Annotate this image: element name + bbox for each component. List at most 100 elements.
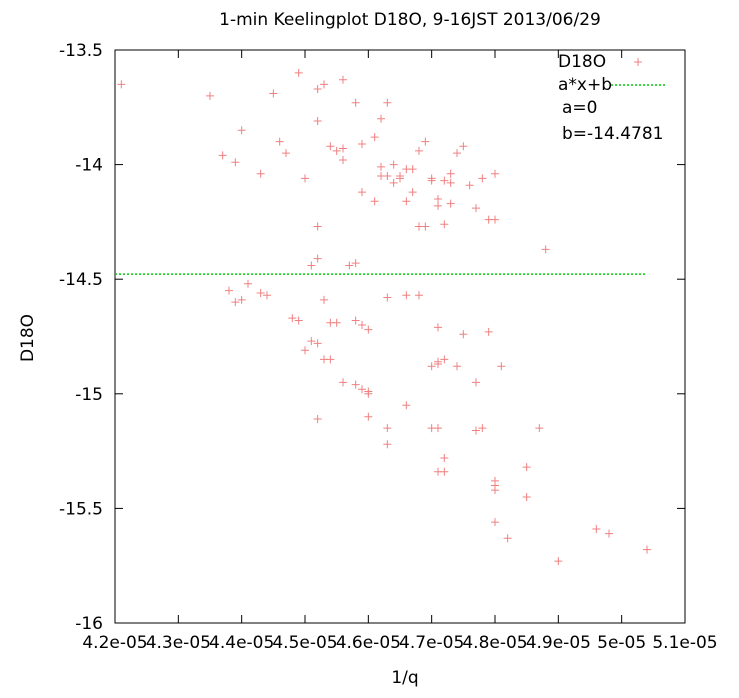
x-tick-label: 4.9e-05 <box>526 633 591 653</box>
legend-label-fit: a*x+b <box>558 75 612 95</box>
data-point <box>313 222 322 231</box>
data-point <box>301 346 309 355</box>
data-point <box>326 355 335 364</box>
data-point <box>415 222 423 231</box>
data-point <box>294 316 303 325</box>
data-point <box>643 545 651 554</box>
data-point <box>294 68 303 77</box>
data-point <box>339 378 347 387</box>
x-tick-label: 4.8e-05 <box>462 633 527 653</box>
data-point <box>389 178 398 187</box>
data-point <box>383 440 392 449</box>
data-point <box>541 245 550 254</box>
data-point <box>402 197 411 206</box>
x-tick-label: 4.3e-05 <box>146 633 211 653</box>
data-point <box>554 557 563 566</box>
data-point <box>237 295 246 304</box>
data-point <box>434 424 442 433</box>
data-point <box>484 327 493 336</box>
data-point <box>244 279 252 288</box>
y-axis-label: D18O <box>18 314 38 362</box>
data-point <box>326 142 335 151</box>
data-point <box>434 467 442 476</box>
data-point <box>446 178 455 187</box>
y-tick-label: -14 <box>75 156 103 176</box>
legend-symbol-d18o <box>634 58 642 66</box>
data-point <box>307 337 316 346</box>
data-point <box>434 201 442 210</box>
data-point <box>332 146 341 155</box>
data-point <box>472 204 480 213</box>
data-point <box>351 380 360 389</box>
data-point <box>484 215 493 224</box>
data-point <box>307 261 316 270</box>
data-point <box>339 156 347 165</box>
data-point <box>364 389 373 398</box>
data-point <box>269 89 278 98</box>
x-axis: 4.2e-054.3e-054.4e-054.5e-054.6e-054.7e-… <box>82 50 718 653</box>
data-point <box>446 199 455 208</box>
data-point <box>605 529 613 538</box>
data-point <box>231 298 240 307</box>
y-tick-label: -16 <box>75 614 103 634</box>
data-point <box>491 169 499 178</box>
x-tick-label: 5e-05 <box>597 633 646 653</box>
data-point <box>491 481 499 490</box>
y-tick-label: -13.5 <box>59 41 103 61</box>
data-point <box>313 339 322 348</box>
data-point <box>377 162 385 171</box>
data-point <box>339 144 347 153</box>
x-tick-label: 5.1e-05 <box>652 633 717 653</box>
data-point <box>440 453 449 462</box>
data-point <box>415 146 423 155</box>
data-point <box>231 158 240 167</box>
data-point <box>225 286 233 295</box>
data-point <box>313 415 322 424</box>
data-point <box>503 534 512 543</box>
data-point <box>288 314 297 323</box>
data-point <box>345 261 354 270</box>
data-point <box>358 188 366 197</box>
data-point <box>440 220 449 229</box>
data-point <box>206 91 214 100</box>
annotation-a: a=0 <box>562 98 597 118</box>
data-point <box>472 378 480 387</box>
data-point <box>402 401 411 410</box>
plot-frame <box>114 49 686 624</box>
data-point <box>364 325 373 334</box>
data-point <box>383 172 392 181</box>
data-point <box>256 169 265 178</box>
y-axis: -16 -15.5 -15 -14.5 -14 -13.5 <box>59 41 685 634</box>
data-point <box>370 133 379 142</box>
data-point <box>383 98 392 107</box>
data-point <box>472 426 480 435</box>
data-point <box>377 114 385 123</box>
chart-title: 1-min Keelingplot D18O, 9-16JST 2013/06/… <box>219 10 601 30</box>
data-point <box>383 424 392 433</box>
data-point <box>440 176 449 185</box>
y-tick-label: -15.5 <box>59 499 103 519</box>
y-tick-label: -14.5 <box>59 270 103 290</box>
data-point <box>592 525 601 534</box>
data-point <box>434 360 442 369</box>
data-point <box>383 293 392 302</box>
data-point <box>256 288 265 297</box>
data-point <box>358 385 366 394</box>
data-point <box>491 518 499 527</box>
data-point <box>237 126 246 135</box>
x-tick-label: 4.2e-05 <box>82 633 147 653</box>
data-point <box>427 176 436 185</box>
data-point <box>320 295 328 304</box>
annotation-b: b=-14.4781 <box>562 124 663 144</box>
data-point <box>522 492 531 501</box>
data-point <box>389 160 398 169</box>
data-point <box>364 412 373 421</box>
data-point <box>313 84 322 93</box>
data-point <box>459 330 468 339</box>
data-point <box>440 355 449 364</box>
data-point <box>421 137 430 146</box>
data-point <box>522 463 531 472</box>
data-point <box>358 139 366 148</box>
data-point <box>408 165 417 174</box>
